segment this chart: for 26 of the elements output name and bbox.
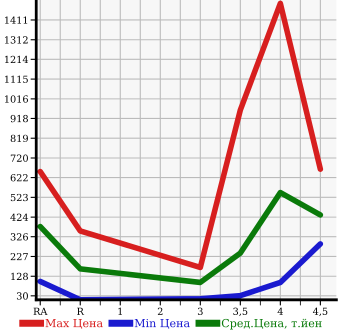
legend-label: Min Цена [134, 318, 190, 329]
y-tick-label: 128 [11, 272, 28, 280]
y-tick-label: 918 [10, 114, 28, 122]
x-tick-label: 4 [278, 308, 283, 315]
y-tick-label: 326 [10, 233, 28, 241]
y-tick-label: 622 [10, 174, 28, 182]
x-tick-label: 1 [118, 308, 122, 315]
x-tick-label: 3,5 [233, 308, 248, 316]
x-tick-label: 4,5 [312, 308, 328, 316]
x-tick-label: RA [34, 308, 48, 315]
y-tick-label: 227 [10, 252, 28, 260]
y-tick-label: 1411 [5, 16, 28, 24]
legend-label: Max Цена [46, 319, 103, 329]
y-tick-label: 1016 [5, 95, 28, 103]
y-tick-label: 1115 [5, 76, 28, 83]
legend-label: Сред.Цена, т.йен [222, 318, 322, 330]
y-tick-label: 30 [16, 292, 28, 300]
y-tick-label: 424 [10, 214, 28, 221]
x-tick-label: 2 [158, 308, 162, 315]
y-tick-label: 1214 [5, 56, 28, 64]
y-tick-label: 1312 [5, 36, 28, 44]
x-tick-label: 3 [198, 308, 203, 315]
y-tick-label: 523 [10, 194, 28, 202]
y-tick-label: 720 [10, 154, 28, 162]
y-tick-label: 819 [10, 134, 28, 142]
x-tick-label: R [77, 308, 84, 315]
